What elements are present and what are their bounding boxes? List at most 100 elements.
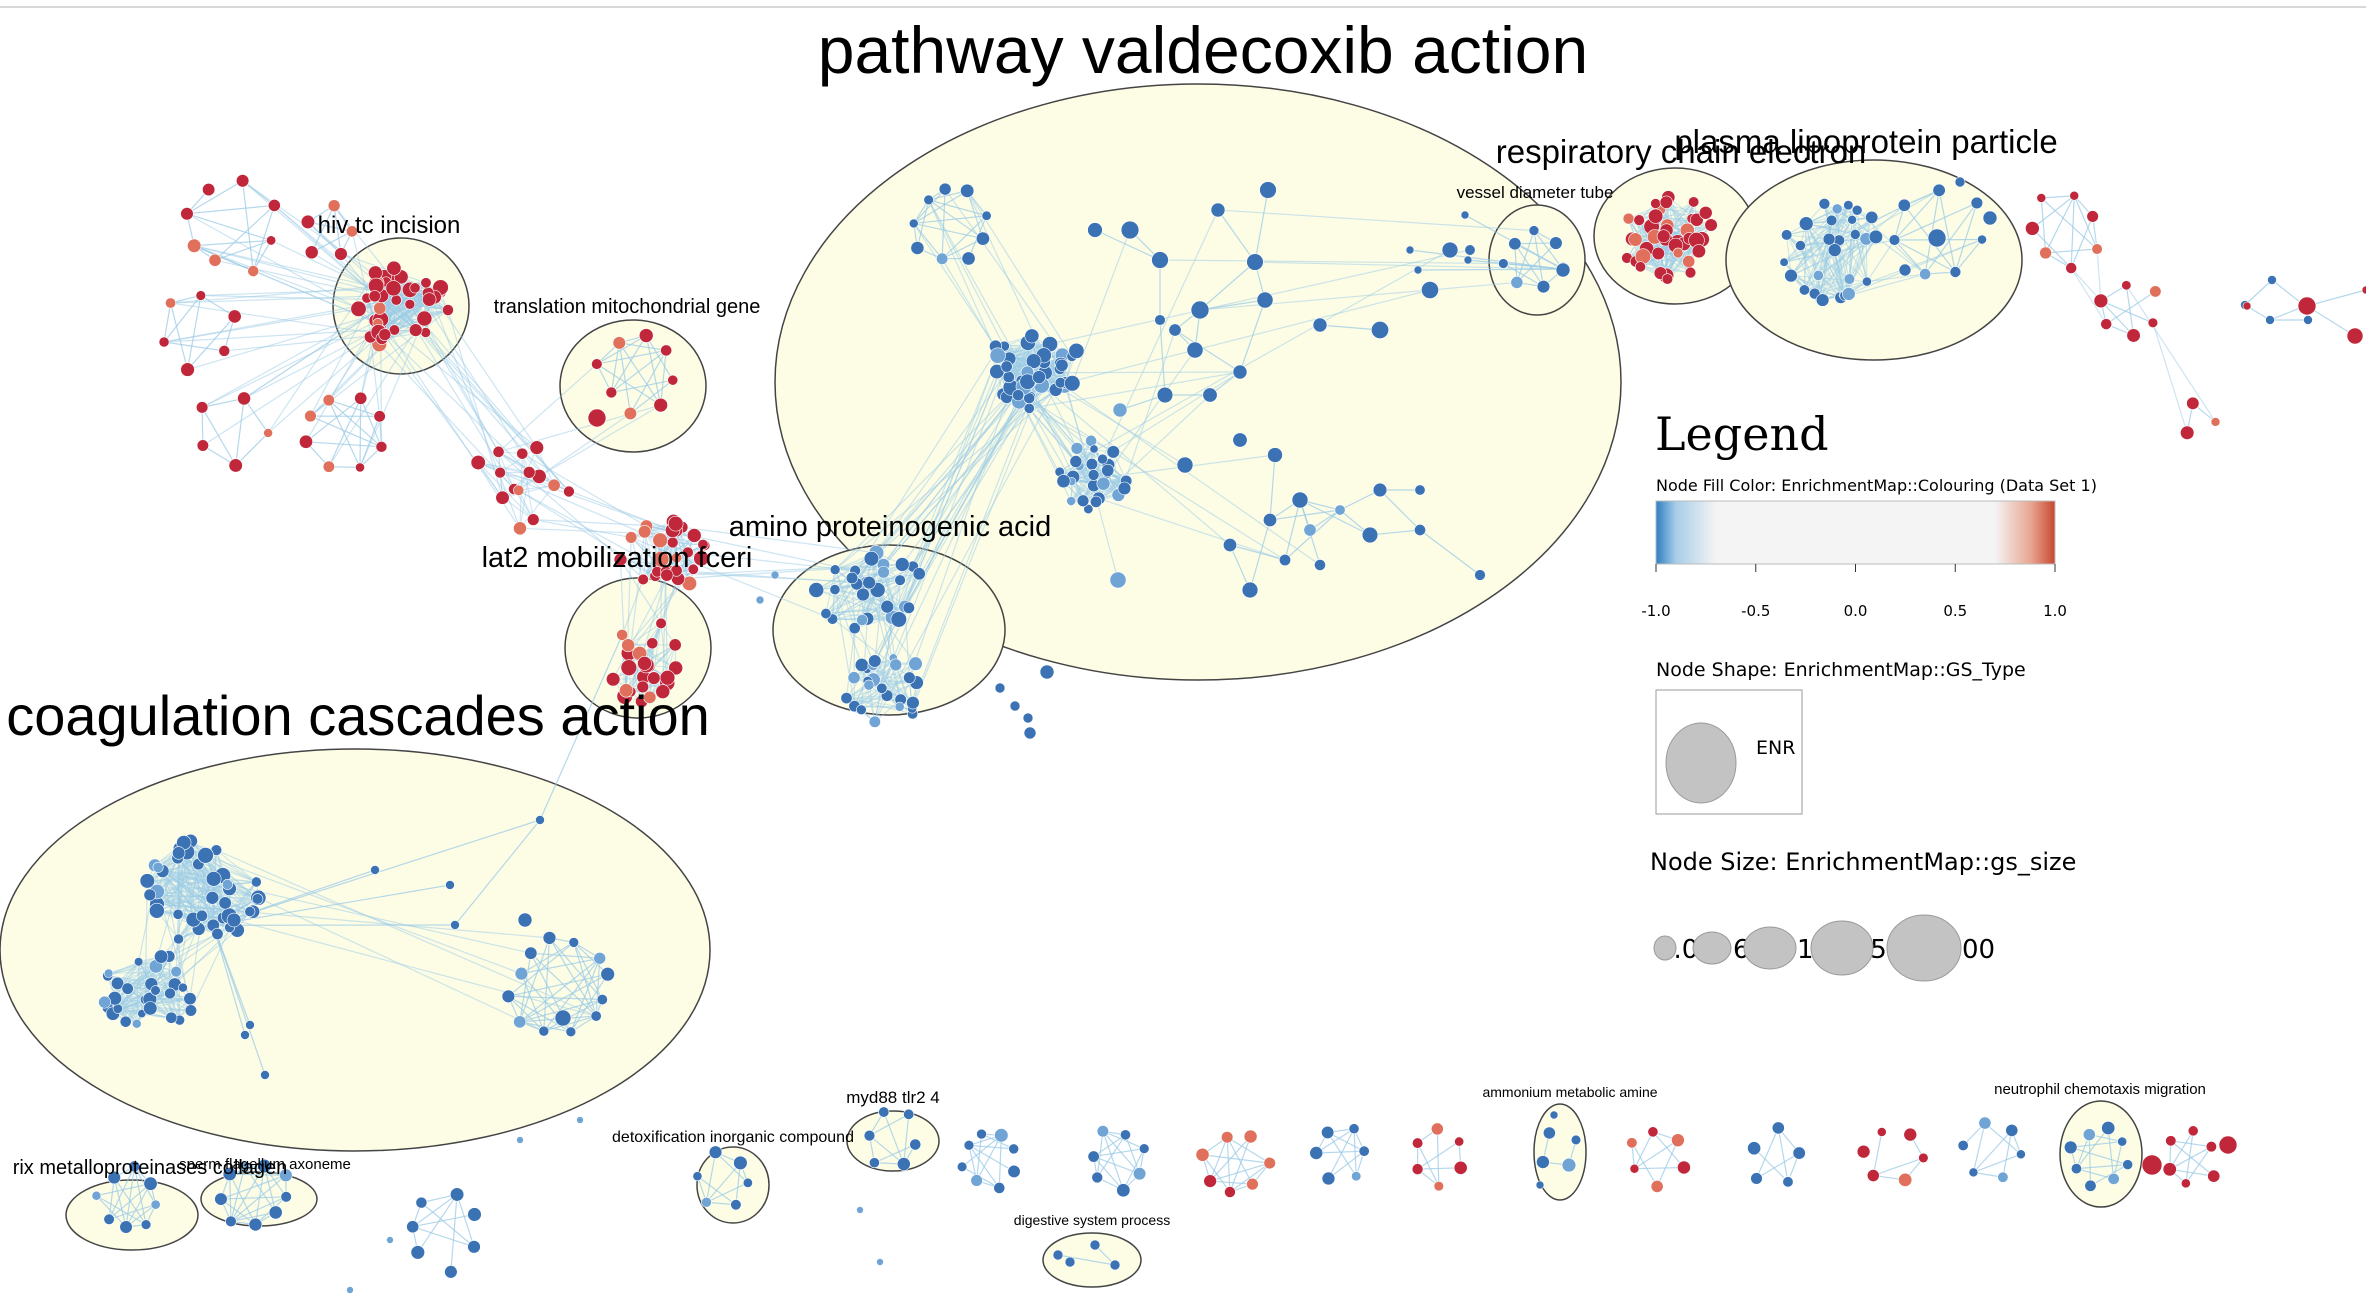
network-node[interactable] — [1132, 1167, 1147, 1181]
network-node[interactable] — [1898, 1172, 1913, 1187]
network-node[interactable] — [908, 218, 919, 229]
network-node[interactable] — [1076, 494, 1090, 508]
network-node[interactable] — [1847, 215, 1857, 225]
network-node[interactable] — [1023, 726, 1037, 740]
network-node[interactable] — [1291, 491, 1309, 509]
network-node[interactable] — [111, 976, 125, 990]
network-node[interactable] — [1661, 273, 1674, 285]
network-node[interactable] — [420, 277, 432, 289]
network-node[interactable] — [1117, 481, 1132, 496]
network-node[interactable] — [355, 462, 365, 473]
network-node[interactable] — [612, 336, 626, 350]
network-node[interactable] — [1977, 234, 1987, 245]
network-node[interactable] — [1650, 1180, 1664, 1193]
network-node[interactable] — [1202, 387, 1218, 403]
hull-coagulation[interactable] — [0, 748, 711, 1152]
label-myd88[interactable]: myd88 tlr2 4 — [846, 1088, 940, 1107]
network-node[interactable] — [251, 893, 264, 905]
network-node[interactable] — [244, 906, 256, 918]
network-node[interactable] — [178, 982, 188, 993]
label-coagulation[interactable]: coagulation cascades action — [6, 684, 710, 747]
network-node[interactable] — [1508, 237, 1522, 251]
network-node[interactable] — [2242, 301, 2252, 311]
network-node[interactable] — [2149, 285, 2162, 298]
network-node[interactable] — [107, 1170, 121, 1185]
network-node[interactable] — [1109, 1259, 1121, 1271]
network-node[interactable] — [652, 532, 668, 549]
network-node[interactable] — [856, 704, 867, 716]
network-node[interactable] — [605, 386, 618, 399]
network-node[interactable] — [686, 528, 702, 543]
network-node[interactable] — [103, 968, 114, 979]
network-node[interactable] — [542, 931, 557, 945]
network-node[interactable] — [150, 1199, 161, 1210]
label-valdecoxib[interactable]: pathway valdecoxib action — [818, 13, 1588, 87]
network-node[interactable] — [1055, 358, 1069, 372]
network-node[interactable] — [386, 260, 402, 276]
network-node[interactable] — [877, 565, 890, 579]
network-node[interactable] — [1633, 214, 1645, 226]
network-node[interactable] — [692, 1171, 703, 1182]
network-node[interactable] — [1843, 200, 1854, 211]
network-node[interactable] — [197, 847, 214, 864]
network-node[interactable] — [808, 582, 825, 598]
network-node[interactable] — [299, 434, 313, 449]
network-node[interactable] — [517, 912, 533, 928]
network-node[interactable] — [140, 1219, 152, 1230]
network-node[interactable] — [257, 1158, 272, 1174]
network-node[interactable] — [260, 1070, 270, 1080]
network-node[interactable] — [218, 345, 231, 357]
network-node[interactable] — [1968, 1167, 1979, 1178]
network-node[interactable] — [829, 564, 841, 575]
network-node[interactable] — [2162, 1162, 2177, 1177]
network-node[interactable] — [989, 347, 1006, 364]
network-node[interactable] — [225, 1215, 237, 1228]
network-node[interactable] — [406, 1220, 420, 1234]
network-node[interactable] — [1629, 1163, 1640, 1174]
network-node[interactable] — [1256, 291, 1274, 309]
network-node[interactable] — [606, 672, 621, 687]
network-node[interactable] — [1782, 1176, 1794, 1188]
network-node[interactable] — [516, 447, 529, 460]
network-node[interactable] — [1684, 266, 1697, 279]
network-node[interactable] — [143, 888, 157, 902]
network-node[interactable] — [1089, 444, 1099, 454]
network-node[interactable] — [2180, 1178, 2191, 1189]
network-node[interactable] — [994, 1128, 1009, 1143]
network-node[interactable] — [1064, 375, 1081, 392]
network-node[interactable] — [1822, 232, 1836, 246]
network-node[interactable] — [245, 1020, 255, 1030]
label-digestive[interactable]: digestive system process — [1014, 1212, 1170, 1228]
network-node[interactable] — [119, 1220, 133, 1234]
network-node[interactable] — [1815, 293, 1830, 307]
network-node[interactable] — [1243, 1129, 1258, 1144]
network-node[interactable] — [1510, 276, 1524, 289]
network-node[interactable] — [1433, 1180, 1444, 1192]
network-node[interactable] — [667, 515, 684, 532]
network-node[interactable] — [422, 292, 437, 307]
network-node[interactable] — [368, 290, 381, 303]
network-node[interactable] — [1903, 1127, 1918, 1142]
network-node[interactable] — [170, 965, 182, 978]
network-node[interactable] — [184, 1004, 197, 1017]
network-node[interactable] — [1570, 1134, 1582, 1146]
network-node[interactable] — [1411, 1163, 1424, 1175]
network-node[interactable] — [237, 391, 251, 406]
network-node[interactable] — [880, 599, 895, 614]
network-node[interactable] — [148, 902, 165, 919]
network-node[interactable] — [565, 1026, 577, 1038]
network-node[interactable] — [1186, 341, 1204, 359]
network-node[interactable] — [1622, 212, 1635, 225]
network-node[interactable] — [1659, 195, 1673, 209]
network-node[interactable] — [620, 659, 638, 676]
network-node[interactable] — [1795, 240, 1806, 251]
network-node[interactable] — [202, 183, 216, 197]
network-node[interactable] — [956, 1161, 968, 1172]
network-node[interactable] — [442, 304, 454, 316]
network-node[interactable] — [1361, 526, 1379, 544]
network-node[interactable] — [158, 336, 170, 348]
network-node[interactable] — [854, 658, 869, 672]
network-node[interactable] — [373, 410, 386, 423]
network-node[interactable] — [856, 614, 869, 626]
network-node[interactable] — [1682, 255, 1696, 268]
